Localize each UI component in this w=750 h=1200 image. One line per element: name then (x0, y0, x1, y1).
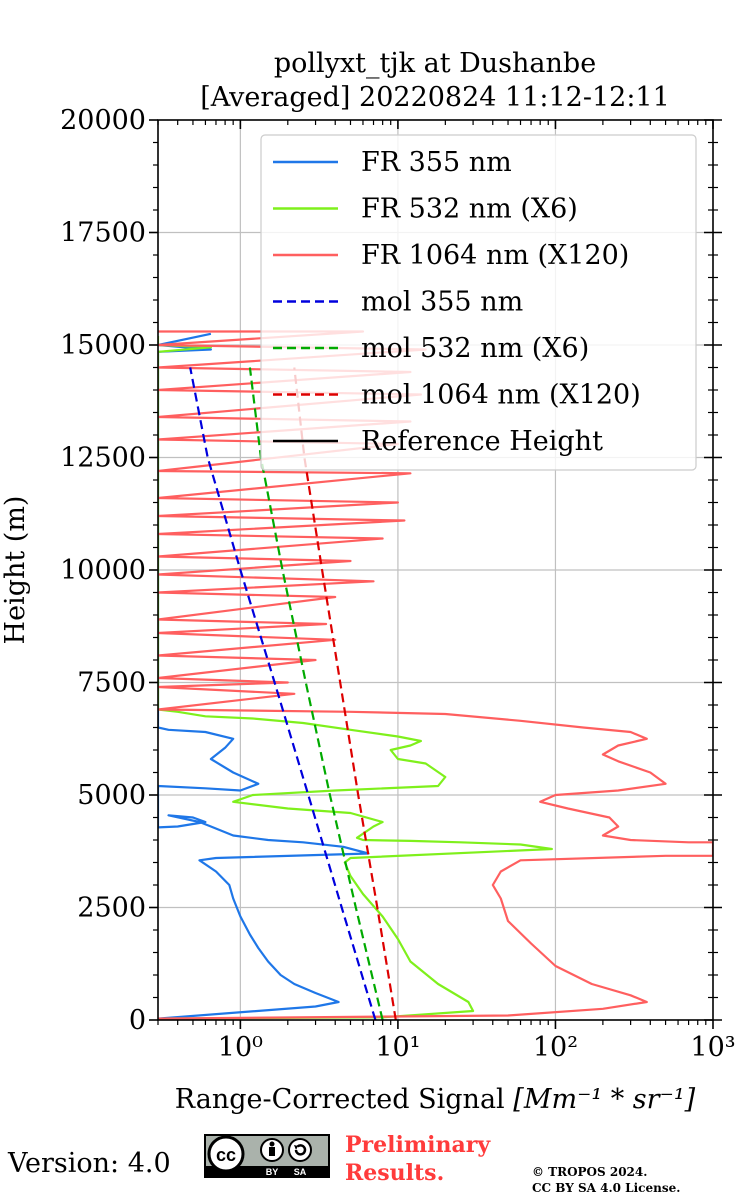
y-tick-label: 0 (129, 1005, 146, 1036)
by-label: BY (266, 1167, 279, 1177)
chart-title-line2: [Averaged] 20220824 11:12-12:11 (200, 82, 670, 113)
y-tick-label: 12500 (60, 443, 146, 474)
legend-label: FR 1064 nm (X120) (361, 240, 629, 271)
copyright-line1: © TROPOS 2024. (532, 1165, 648, 1179)
x-axis-label-text: Range-Corrected Signal (175, 1084, 505, 1115)
legend-label: mol 1064 nm (X120) (361, 380, 641, 411)
version-label: Version: 4.0 (8, 1148, 171, 1179)
x-tick-label: 10² (533, 1032, 578, 1063)
y-tick-label: 7500 (77, 668, 146, 699)
svg-text:Range-Corrected Signal: Range-Corrected Signal [Mm⁻¹ * sr⁻¹] (175, 1084, 696, 1115)
chart-title-line1: pollyxt_tjk at Dushanbe (274, 48, 596, 79)
y-tick-label: 20000 (60, 105, 146, 136)
cc-icon: cc (207, 1135, 245, 1173)
series-mol-355-nm (189, 367, 377, 1020)
y-tick-label: 2500 (77, 893, 146, 924)
lidar-profile-chart: pollyxt_tjk at Dushanbe [Averaged] 20220… (0, 48, 736, 1115)
axis-ticks: 10⁰ 10¹ 10² 10³ 0 2500 5000 7500 10000 12500 15000… (60, 105, 736, 1063)
copyright-line2: CC BY SA 4.0 License. (532, 1181, 681, 1195)
series-fr-355-nm (158, 332, 370, 1020)
cc-by-sa-badge: cc BY SA (204, 1134, 330, 1178)
sa-icon (288, 1138, 312, 1162)
legend-label: mol 532 nm (X6) (361, 333, 589, 364)
y-tick-label: 17500 (60, 218, 146, 249)
series-fr-1064-nm-x120 (158, 330, 713, 1020)
y-axis-label: Height (m) (0, 496, 31, 645)
x-tick-label: 10³ (690, 1032, 735, 1063)
x-axis-label: Range-Corrected Signal [Mm⁻¹ * sr⁻¹] (175, 1084, 696, 1115)
x-tick-label: 10⁰ (218, 1032, 263, 1063)
legend-label: Reference Height (361, 426, 603, 457)
series-fr-532-nm-x6 (158, 336, 553, 1020)
legend: FR 355 nm FR 532 nm (X6) FR 1064 nm (X120)… (260, 134, 697, 471)
svg-text:cc: cc (216, 1145, 236, 1165)
copyright-notice: © TROPOS 2024. CC BY SA 4.0 License. (532, 1164, 680, 1196)
legend-label: FR 532 nm (X6) (361, 194, 578, 225)
y-tick-label: 15000 (60, 330, 146, 361)
x-tick-label: 10¹ (375, 1032, 420, 1063)
y-tick-label: 5000 (77, 780, 146, 811)
preliminary-results: Preliminary Results. (345, 1131, 490, 1187)
preliminary-line2: Results. (345, 1160, 445, 1186)
sa-label: SA (294, 1167, 307, 1177)
legend-label: mol 355 nm (361, 287, 523, 318)
x-axis-label-unit: [Mm⁻¹ * sr⁻¹] (513, 1084, 695, 1115)
by-person-icon (260, 1138, 284, 1162)
preliminary-line1: Preliminary (345, 1132, 491, 1158)
series-mol-1064-nm-x120 (293, 367, 397, 1020)
legend-box (260, 134, 697, 471)
y-tick-label: 10000 (60, 555, 146, 586)
legend-label: FR 355 nm (361, 147, 512, 178)
